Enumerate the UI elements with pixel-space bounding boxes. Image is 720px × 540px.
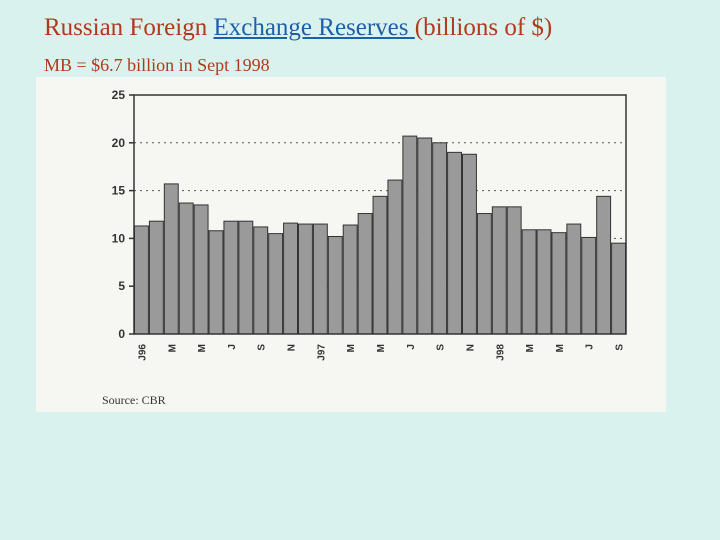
- bar: [238, 220, 254, 335]
- source-label: Source: CBR: [102, 393, 166, 407]
- y-tick-label: 0: [118, 327, 125, 341]
- title-suffix: (billions of $): [414, 14, 553, 41]
- bar: [193, 204, 209, 335]
- bar: [491, 206, 507, 335]
- x-tick-label: S: [436, 344, 447, 351]
- bar: [178, 202, 194, 335]
- exchange-reserves-link[interactable]: Exchange Reserves: [213, 14, 415, 41]
- bar: [402, 135, 418, 335]
- bar: [298, 223, 313, 335]
- slide-title: Russian Foreign Exchange Reserves (billi…: [44, 14, 552, 42]
- x-tick-label: M: [346, 344, 357, 352]
- bar: [283, 222, 299, 335]
- axes: [129, 94, 627, 335]
- bar: [596, 195, 612, 335]
- bar: [476, 213, 492, 335]
- y-tick-label: 25: [112, 88, 126, 102]
- bar: [163, 183, 179, 335]
- bar: [536, 229, 552, 335]
- x-tick-label: N: [465, 344, 476, 351]
- bar: [148, 220, 164, 335]
- chart-panel: 0 5 10 15 20 25 J96 M M J S N J97 M M J S N J98 M M J S Sourc…: [36, 77, 666, 412]
- bar: [551, 232, 567, 335]
- bar: [223, 220, 239, 335]
- bar: [506, 206, 522, 335]
- y-tick-label: 15: [112, 184, 126, 198]
- y-tick-label: 20: [112, 136, 126, 150]
- bar: [447, 151, 463, 335]
- slide-subtitle: MB = $6.7 billion in Sept 1998: [44, 55, 270, 75]
- plot-frame: [133, 94, 627, 335]
- bar: [372, 195, 388, 335]
- x-tick-label: J96: [137, 344, 148, 361]
- title-prefix: Russian Foreign: [44, 14, 214, 41]
- y-tick-label: 10: [112, 231, 126, 245]
- bar: [253, 226, 269, 335]
- bar: [208, 230, 224, 335]
- bar: [387, 179, 403, 335]
- x-tick-label: J: [227, 344, 238, 350]
- bars: [134, 135, 626, 335]
- bar: [611, 242, 626, 335]
- bar: [521, 229, 537, 335]
- y-tick-label: 5: [118, 279, 125, 293]
- x-tick-label: S: [257, 344, 268, 351]
- bar: [134, 225, 149, 335]
- bar: [462, 153, 477, 335]
- x-tick-label: M: [197, 344, 208, 352]
- x-tick-label: N: [287, 344, 298, 351]
- x-tick-labels: J96 M M J S N J97 M M J S N J98 M M J S: [137, 344, 625, 361]
- x-tick-label: M: [555, 344, 566, 352]
- x-tick-label: J: [406, 344, 417, 350]
- bar: [357, 213, 373, 335]
- bar: [342, 224, 358, 335]
- x-tick-label: J97: [316, 344, 327, 361]
- bar: [327, 235, 343, 335]
- bar: [566, 223, 582, 335]
- x-tick-label: S: [615, 344, 626, 351]
- x-tick-label: J: [585, 344, 596, 350]
- bar: [312, 223, 328, 335]
- bar: [268, 233, 284, 335]
- x-tick-label: J98: [495, 344, 506, 361]
- y-tick-labels: 0 5 10 15 20 25: [112, 88, 126, 341]
- x-tick-label: M: [167, 344, 178, 352]
- x-tick-label: M: [525, 344, 536, 352]
- x-tick-label: M: [376, 344, 387, 352]
- bar: [432, 142, 448, 335]
- bar: [581, 236, 597, 335]
- bar: [417, 137, 433, 335]
- reserves-bar-chart: 0 5 10 15 20 25 J96 M M J S N J97 M M J S N J98 M M J S Sourc…: [102, 88, 627, 407]
